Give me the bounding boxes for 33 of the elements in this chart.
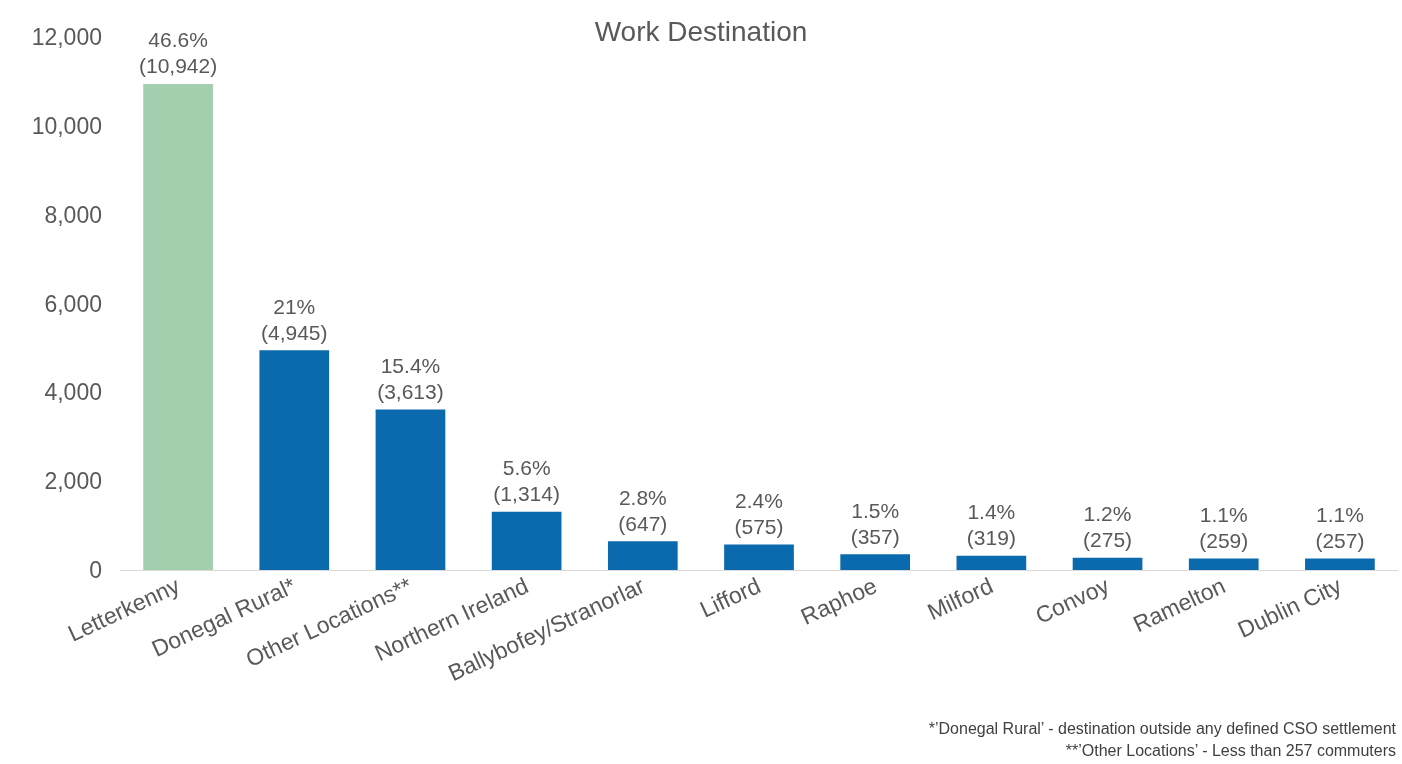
bar bbox=[143, 83, 213, 570]
y-tick-label: 12,000 bbox=[31, 24, 102, 50]
bar bbox=[840, 554, 911, 570]
x-tick-label: Dublin City bbox=[1233, 572, 1346, 643]
bar bbox=[1188, 558, 1259, 570]
bar bbox=[956, 555, 1027, 570]
bar bbox=[607, 541, 678, 570]
y-tick-label: 8,000 bbox=[44, 201, 102, 228]
bar bbox=[259, 350, 330, 570]
chart-title: Work Destination bbox=[594, 15, 808, 47]
y-tick-label: 4,000 bbox=[44, 379, 102, 406]
data-label: 2.4% (575) bbox=[734, 488, 784, 538]
data-label: 46.6% (10,942) bbox=[138, 28, 218, 78]
bar bbox=[1072, 557, 1143, 570]
y-tick-label: 2,000 bbox=[44, 468, 102, 495]
y-tick-label: 6,000 bbox=[44, 290, 102, 317]
data-label: 5.6% (1,314) bbox=[493, 456, 560, 506]
bar bbox=[724, 544, 794, 570]
bar bbox=[1305, 558, 1375, 570]
data-label: 15.4% (3,613) bbox=[377, 354, 444, 404]
y-tick-label: 0 bbox=[89, 557, 102, 583]
data-label: 1.4% (319) bbox=[966, 500, 1016, 550]
data-label: 2.8% (647) bbox=[618, 485, 668, 535]
text: **’Other Locations’ - Less than 257 commuters bbox=[1065, 741, 1396, 759]
text: *’Donegal Rural’ - destination outside any defined CSO settlement bbox=[928, 719, 1397, 737]
bar bbox=[375, 409, 446, 570]
data-label: 1.2% (275) bbox=[1083, 502, 1133, 552]
bar bbox=[491, 511, 562, 570]
data-label: 21% (4,945) bbox=[261, 294, 328, 344]
y-tick-label: 10,000 bbox=[31, 112, 102, 139]
data-label: 1.1% (259) bbox=[1199, 503, 1249, 552]
data-label: 1.1% (257) bbox=[1315, 503, 1365, 553]
data-label: 1.5% (357) bbox=[850, 498, 900, 548]
